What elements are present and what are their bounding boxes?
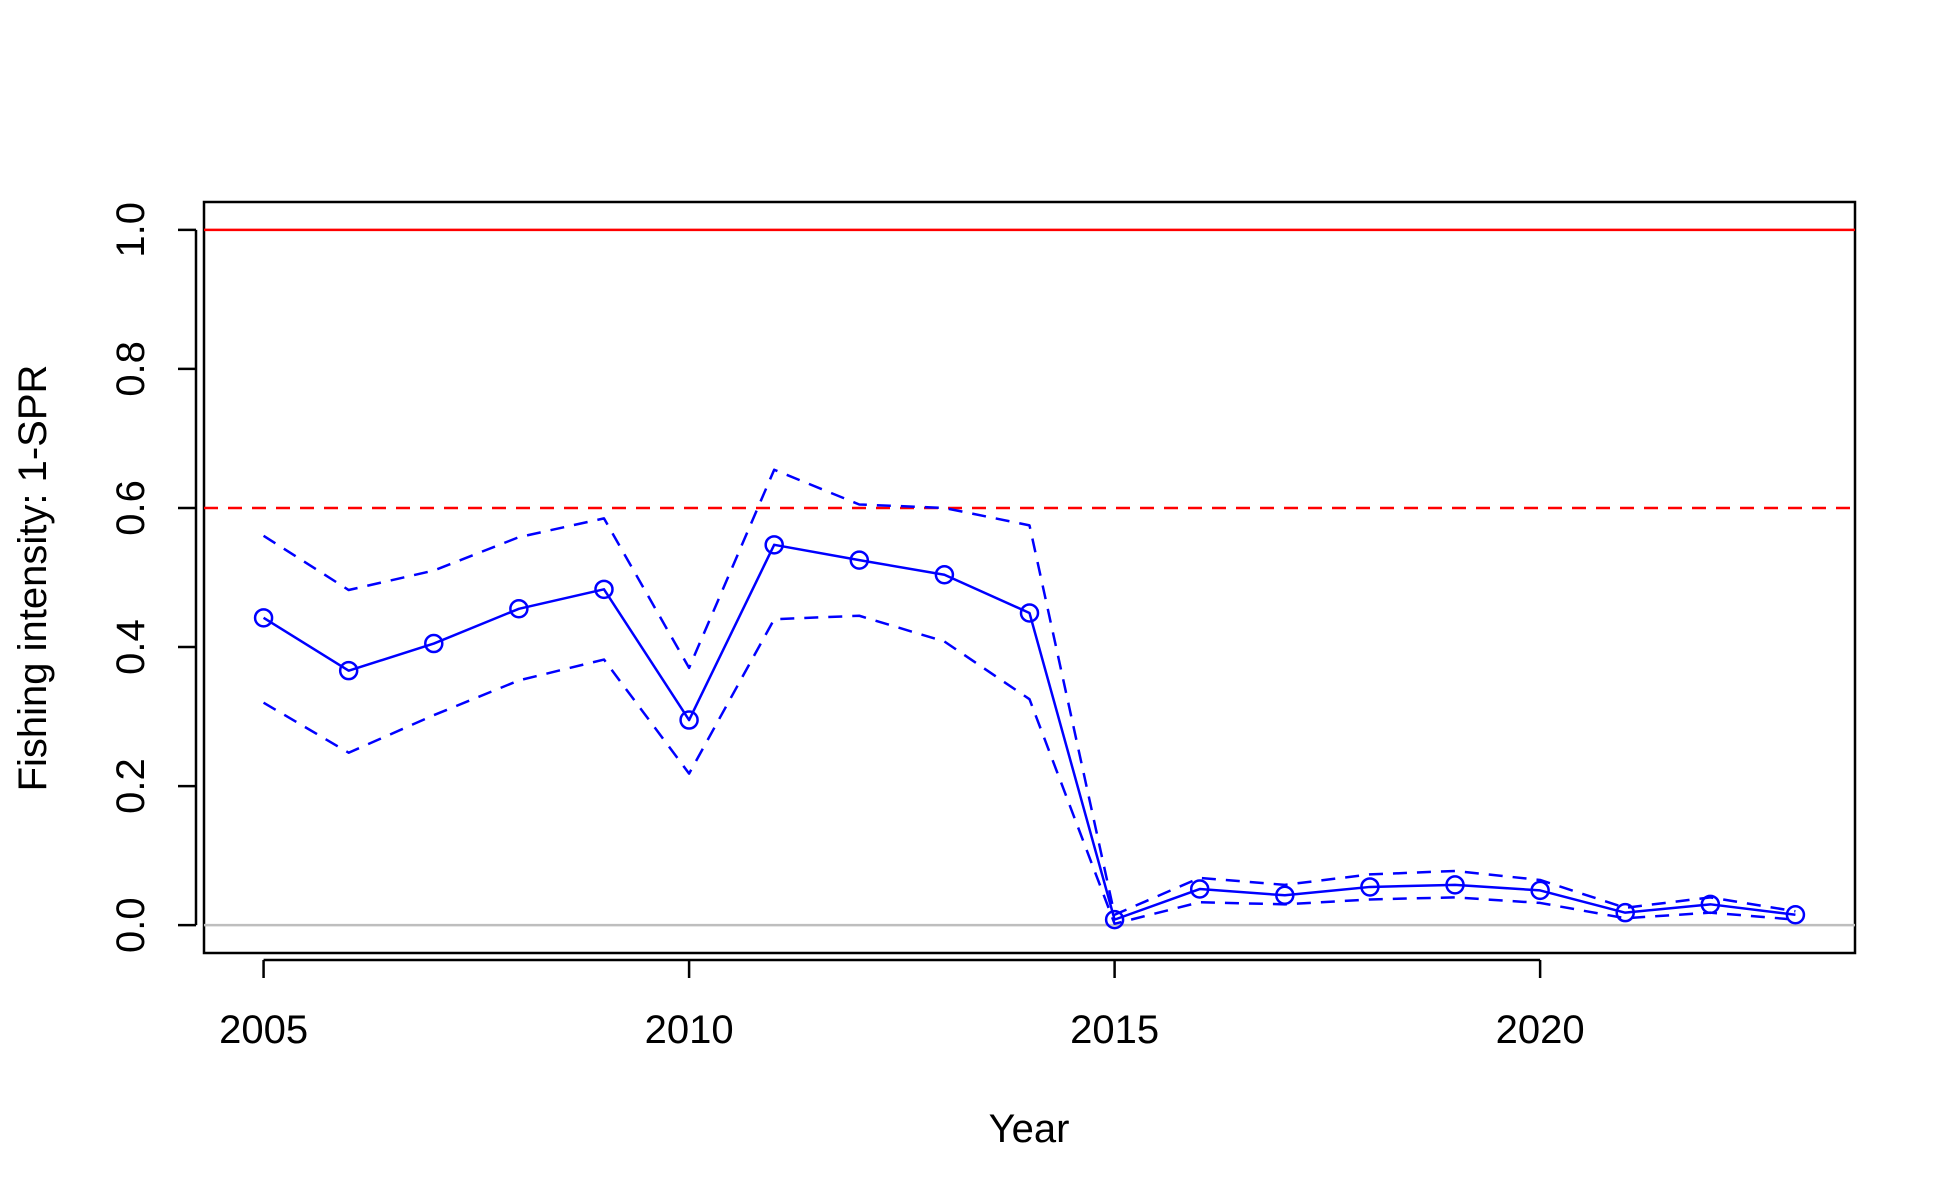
data-point-2012 <box>849 550 870 570</box>
x-axis-label: Year <box>989 1107 1070 1151</box>
series-layer <box>253 468 1806 930</box>
data-point-2008 <box>509 599 529 619</box>
y-tick-label-5: 1.0 <box>109 202 153 258</box>
series-line-2 <box>262 614 1796 926</box>
x-tick-label-2005: 2005 <box>219 1008 308 1052</box>
series-line-1 <box>262 468 1796 916</box>
data-point-2009 <box>594 579 614 600</box>
y-axis: 0.0 0.2 0.4 0.6 0.8 1.0 <box>109 202 198 953</box>
data-point-2023 <box>1785 905 1806 925</box>
reference-lines <box>204 228 1855 927</box>
y-tick-label-2: 0.4 <box>109 619 153 675</box>
y-tick-label-4: 0.8 <box>109 341 153 397</box>
y-axis-label: Fishing intensity: 1-SPR <box>11 365 55 792</box>
data-point-2021 <box>1615 902 1635 923</box>
x-tick-label-2020: 2020 <box>1496 1008 1585 1052</box>
y-tick-label-1: 0.2 <box>109 758 153 814</box>
data-point-2020 <box>1530 880 1550 901</box>
data-point-2018 <box>1360 877 1380 897</box>
data-point-2006 <box>338 660 359 681</box>
data-point-2016 <box>1189 879 1210 899</box>
y-tick-label-0: 0.0 <box>109 897 153 953</box>
y-tick-label-3: 0.6 <box>109 480 153 536</box>
x-tick-label-2015: 2015 <box>1070 1008 1159 1052</box>
data-point-2011 <box>764 535 784 555</box>
data-point-2019 <box>1445 875 1465 895</box>
data-point-2007 <box>424 633 444 654</box>
data-point-2013 <box>934 564 955 585</box>
plot-frame <box>202 200 1857 955</box>
data-point-2010 <box>679 710 699 730</box>
data-point-2014 <box>1019 603 1040 623</box>
x-tick-label-2010: 2010 <box>645 1008 734 1052</box>
x-axis: 2005 2010 2015 2020 <box>219 958 1585 1052</box>
data-point-2005 <box>253 608 274 628</box>
data-point-2015 <box>1104 909 1125 930</box>
series-line-0 <box>262 543 1796 921</box>
